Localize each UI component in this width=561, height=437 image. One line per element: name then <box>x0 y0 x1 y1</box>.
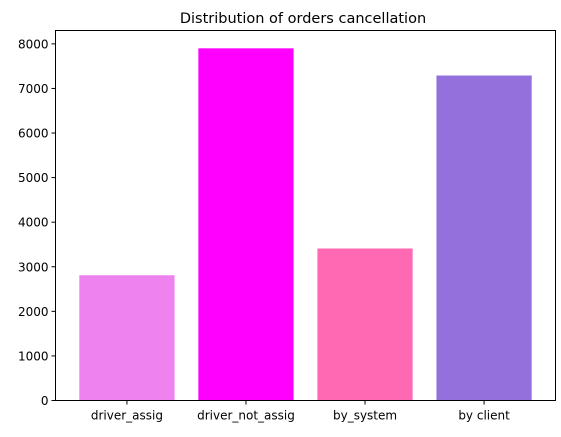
bar-driver-not-assig <box>198 48 294 401</box>
chart-title: Distribution of orders cancellation <box>180 11 426 27</box>
y-tick-label: 2000 <box>18 305 49 319</box>
y-tick-label: 4000 <box>18 216 49 230</box>
y-tick-label: 5000 <box>18 171 49 185</box>
y-tick-label: 7000 <box>18 82 49 96</box>
y-tick-label: 0 <box>41 394 49 408</box>
y-axis: 0 1000 2000 3000 4000 5000 6000 7000 8000 <box>18 37 56 408</box>
x-tick-label: by_system <box>333 409 397 423</box>
y-tick-label: 6000 <box>18 127 49 141</box>
y-tick-label: 8000 <box>18 37 49 51</box>
y-tick-label: 1000 <box>18 349 49 363</box>
x-tick-label: driver_assig <box>91 409 163 423</box>
plot-frame <box>55 30 556 401</box>
x-tick-label: driver_not_assig <box>197 409 295 423</box>
x-tick-label: by client <box>458 409 510 423</box>
y-tick-label: 3000 <box>18 260 49 274</box>
bar-by-client <box>436 75 532 401</box>
bar-driver-assig <box>79 275 175 401</box>
bar-by-system <box>317 248 413 401</box>
x-axis: driver_assig driver_not_assig by_system by … <box>91 400 510 423</box>
bars-group <box>79 48 532 401</box>
